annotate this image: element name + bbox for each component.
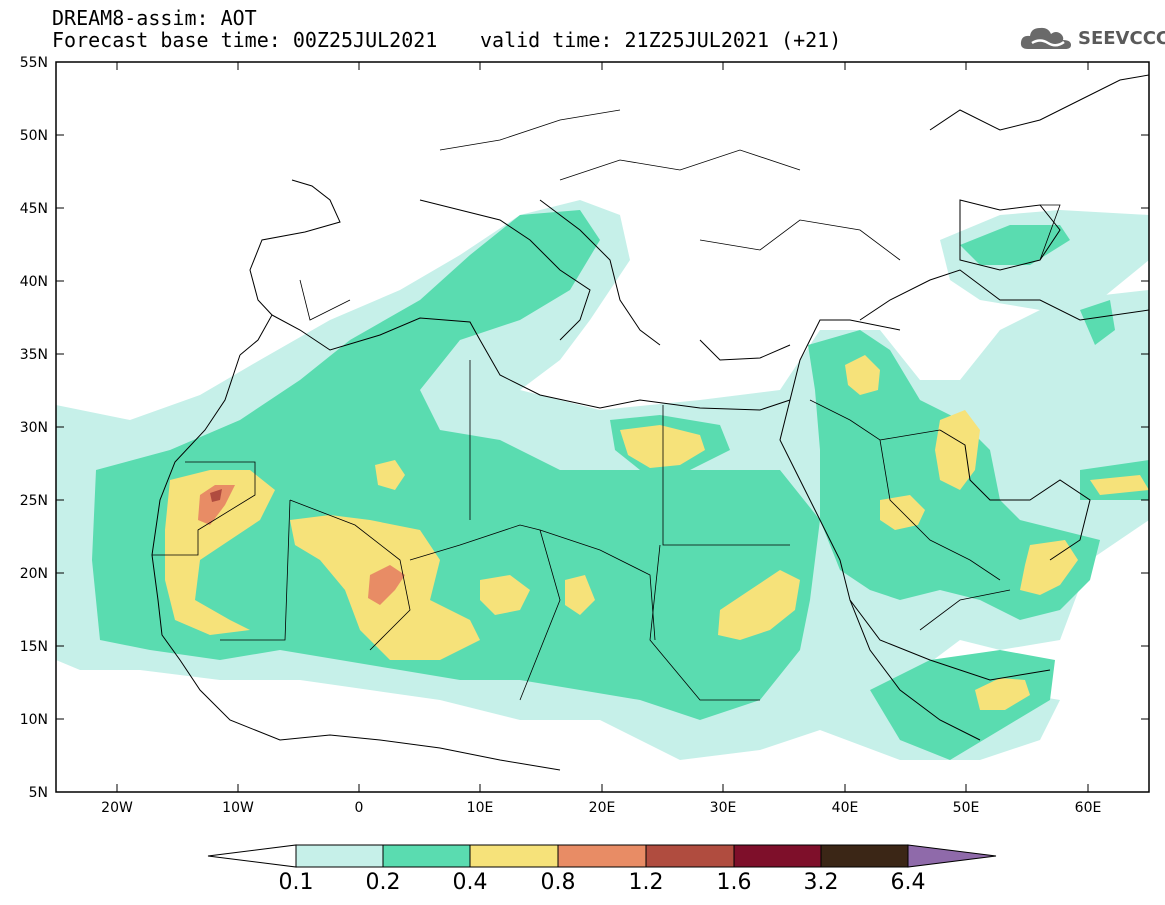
lon-labels: 20W 10W 0 10E 20E 30E 40E 50E 60E: [101, 800, 1101, 816]
colorbar-label: 0.8: [540, 870, 576, 895]
logo-text: SEEVCCC: [1078, 27, 1165, 49]
valid-time: valid time: 21Z25JUL2021 (+21): [480, 28, 842, 52]
lon-label: 30E: [710, 800, 737, 816]
lat-label: 10N: [20, 712, 48, 728]
aot-level-1.2: [210, 489, 222, 502]
lat-label: 15N: [20, 639, 48, 655]
lon-label: 10W: [222, 800, 254, 816]
colorbar-box: [469, 844, 559, 868]
coastlines: [151, 74, 1149, 771]
colorbar-box: [557, 844, 647, 868]
colorbar-label: 1.2: [628, 870, 664, 895]
colorbar-label: 3.2: [803, 870, 839, 895]
forecast-base-time: Forecast base time: 00Z25JUL2021: [52, 28, 438, 52]
colorbar-box: [382, 844, 471, 868]
lon-label: 10E: [467, 800, 494, 816]
seevccc-logo: SEEVCCC: [1018, 22, 1165, 54]
lat-label: 30N: [20, 420, 48, 436]
lat-ticks: [56, 61, 1149, 720]
lat-label: 50N: [20, 128, 48, 144]
aot-field: [56, 200, 1149, 760]
chart-title: DREAM8-assim: AOT: [52, 6, 257, 30]
colorbar: [207, 844, 997, 868]
lat-label: 40N: [20, 274, 48, 290]
colorbar-box: [295, 844, 384, 868]
lon-label: 50E: [953, 800, 980, 816]
colorbar-label: 6.4: [890, 870, 926, 895]
lat-label: 25N: [20, 493, 48, 509]
lat-label: 5N: [29, 785, 48, 801]
cloud-icon: [1020, 27, 1071, 49]
colorbar-label: 0.1: [278, 870, 314, 895]
colorbar-box: [820, 844, 909, 868]
colorbar-high-triangle: [907, 844, 997, 868]
lon-ticks: [116, 62, 1089, 792]
colorbar-box: [645, 844, 735, 868]
lat-label: 55N: [20, 55, 48, 71]
lat-label: 45N: [20, 201, 48, 217]
aot-level-0.4: [165, 355, 1149, 710]
aot-level-0.8: [198, 485, 405, 605]
colorbar-label: 1.6: [716, 870, 752, 895]
colorbar-label: 0.2: [365, 870, 401, 895]
lon-label: 60E: [1075, 800, 1102, 816]
colorbar-box: [733, 844, 822, 868]
lat-label: 35N: [20, 347, 48, 363]
lat-labels: 55N 50N 45N 40N 35N 30N 25N 20N 15N 10N …: [20, 55, 48, 801]
lon-label: 0: [355, 800, 364, 816]
colorbar-label: 0.4: [452, 870, 488, 895]
colorbar-low-triangle: [207, 844, 297, 868]
country-borders: [152, 109, 1061, 701]
lon-label: 20W: [101, 800, 133, 816]
lat-label: 20N: [20, 566, 48, 582]
lon-label: 40E: [832, 800, 859, 816]
lon-label: 20E: [589, 800, 616, 816]
